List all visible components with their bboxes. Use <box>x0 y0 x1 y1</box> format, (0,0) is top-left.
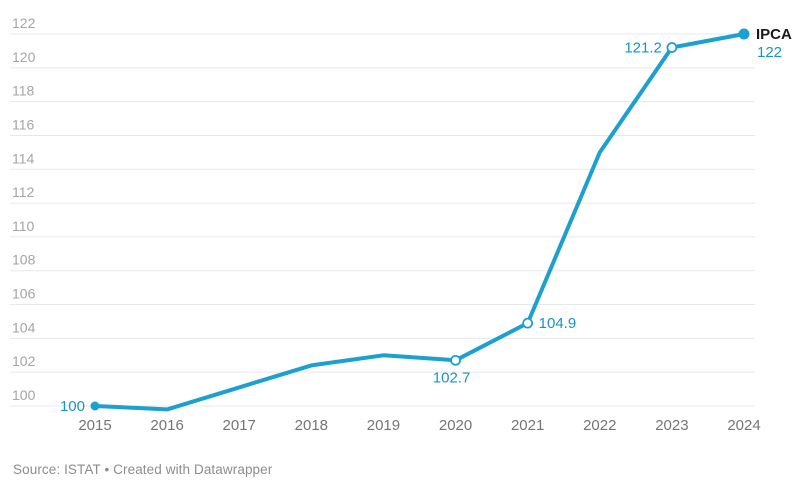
y-tick-label: 100 <box>12 387 36 403</box>
data-point-2024[interactable] <box>738 28 750 40</box>
x-tick-label: 2024 <box>727 417 760 434</box>
x-tick-label: 2021 <box>511 417 544 434</box>
line-chart: 100 102 104 106 108 110 112 114 116 118 120 122 2015… <box>10 15 792 434</box>
y-tick-label: 122 <box>12 15 36 31</box>
x-tick-label: 2018 <box>295 417 328 434</box>
footer-separator: • <box>104 462 110 477</box>
value-label-2023: 121.2 <box>624 40 662 57</box>
x-tick-label: 2015 <box>78 417 111 434</box>
value-label-2024: 122 <box>757 44 782 61</box>
x-tick-label: 2019 <box>367 417 400 434</box>
source-text: Source: ISTAT <box>13 462 101 477</box>
y-tick-label: 106 <box>12 286 36 302</box>
data-point-2023[interactable] <box>666 42 678 53</box>
y-tick-label: 114 <box>12 150 35 166</box>
y-tick-label: 110 <box>12 218 35 234</box>
y-tick-label: 116 <box>12 116 35 132</box>
y-tick-label: 104 <box>12 319 36 335</box>
value-label-2015: 100 <box>60 398 85 415</box>
y-tick-label: 108 <box>12 252 36 268</box>
ipca-line <box>93 32 746 412</box>
y-tick-label: 102 <box>12 353 36 369</box>
attribution-link[interactable]: Created with Datawrapper <box>113 462 273 477</box>
x-tick-label: 2017 <box>223 417 256 434</box>
value-label-2021: 104.9 <box>539 315 577 332</box>
footer: Source: ISTAT • Created with Datawrapper <box>13 461 272 478</box>
series-label: IPCA <box>756 26 792 43</box>
y-tick-label: 120 <box>12 49 36 65</box>
value-label-2020: 102.7 <box>433 369 471 386</box>
x-tick-label: 2020 <box>439 417 472 434</box>
data-point-2020[interactable] <box>450 354 461 366</box>
x-tick-label: 2022 <box>583 417 616 434</box>
y-tick-label: 112 <box>12 184 35 200</box>
y-tick-label: 118 <box>12 83 35 99</box>
data-point-2015[interactable] <box>90 401 100 411</box>
data-point-2021[interactable] <box>522 317 534 329</box>
x-tick-label: 2016 <box>150 417 183 434</box>
x-tick-label: 2023 <box>655 417 688 434</box>
